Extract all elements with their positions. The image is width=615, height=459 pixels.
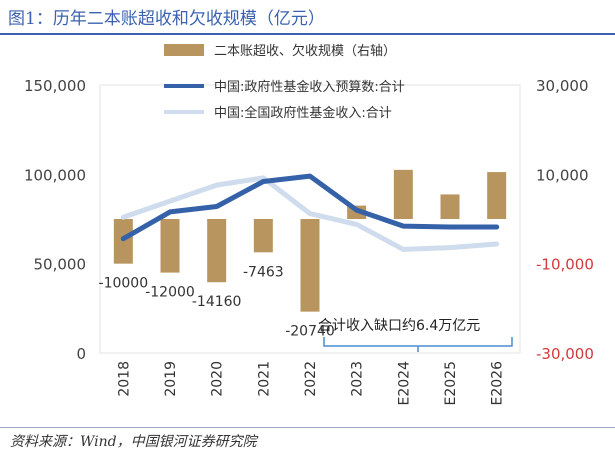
- bar: [160, 219, 180, 273]
- right-tick-label: -30,000: [536, 345, 594, 363]
- right-tick-label: 10,000: [536, 166, 589, 184]
- legend-bar-swatch: [164, 44, 204, 56]
- bar-data-label: -10000: [99, 276, 149, 292]
- bar: [300, 219, 320, 312]
- figure-title: 图1：历年二本账超收和欠收规模（亿元）: [8, 9, 325, 29]
- x-tick-label: 2019: [163, 361, 179, 397]
- title-divider: [0, 33, 615, 35]
- x-tick-label: E2024: [396, 361, 412, 406]
- x-axis: 2018 2019 2020 2021 2022 2023 E2024 E2025 E2026: [116, 361, 505, 406]
- legend-budget-label: 中国:政府性基金收入预算数:合计: [214, 79, 405, 95]
- bar: [207, 219, 227, 283]
- line-series: [120, 173, 500, 252]
- left-tick-label: 50,000: [34, 256, 87, 274]
- chart: 0 50,000 100,000 150,000 -30,000 -10,000 10,0…: [24, 43, 594, 406]
- x-tick-label: 2022: [303, 361, 319, 397]
- bar-data-label: -20740: [285, 324, 335, 340]
- right-axis: -30,000 -10,000 10,000 30,000: [536, 77, 594, 363]
- bar-data-label: -12000: [145, 285, 195, 301]
- bar-data-labels: -10000-12000-14160-7463 -20740: [99, 264, 335, 339]
- bar: [253, 219, 273, 253]
- x-tick-label: E2026: [490, 361, 506, 406]
- left-tick-label: 100,000: [24, 166, 86, 184]
- left-axis: 0 50,000 100,000 150,000: [24, 77, 86, 363]
- legend: 二本账超收、欠收规模（右轴） 中国:政府性基金收入预算数:合计 中国:全国政府性…: [164, 43, 405, 121]
- plot-area: [99, 84, 521, 354]
- bar: [113, 219, 133, 264]
- bar: [440, 194, 460, 219]
- right-tick-label: -10,000: [536, 256, 594, 274]
- gap-bracket: [323, 337, 513, 352]
- bar-data-label: -14160: [192, 294, 242, 310]
- bar: [393, 169, 413, 219]
- bar-data-label: -7463: [243, 264, 284, 280]
- left-tick-label: 0: [76, 345, 86, 363]
- x-tick-label: 2021: [256, 361, 272, 397]
- right-tick-label: 30,000: [536, 77, 589, 95]
- left-tick-label: 150,000: [24, 77, 86, 95]
- x-tick-label: E2025: [443, 361, 459, 405]
- x-tick-label: 2020: [210, 361, 226, 397]
- source-note: 资料来源：Wind，中国银河证券研究院: [10, 434, 257, 450]
- bar: [487, 172, 507, 219]
- bar-series: [113, 169, 507, 312]
- gap-annotation: 合计收入缺口约6.4万亿元: [318, 318, 513, 352]
- footer-divider: [0, 427, 615, 428]
- line-budget-fund-revenue: [120, 173, 500, 242]
- legend-bar-label: 二本账超收、欠收规模（右轴）: [214, 43, 396, 59]
- line-actual-fund-revenue: [120, 175, 500, 252]
- gap-annotation-label: 合计收入缺口约6.4万亿元: [318, 318, 480, 334]
- x-tick-label: 2018: [116, 361, 132, 397]
- legend-actual-label: 中国:全国政府性基金收入:合计: [214, 105, 392, 121]
- x-tick-label: 2023: [350, 361, 366, 397]
